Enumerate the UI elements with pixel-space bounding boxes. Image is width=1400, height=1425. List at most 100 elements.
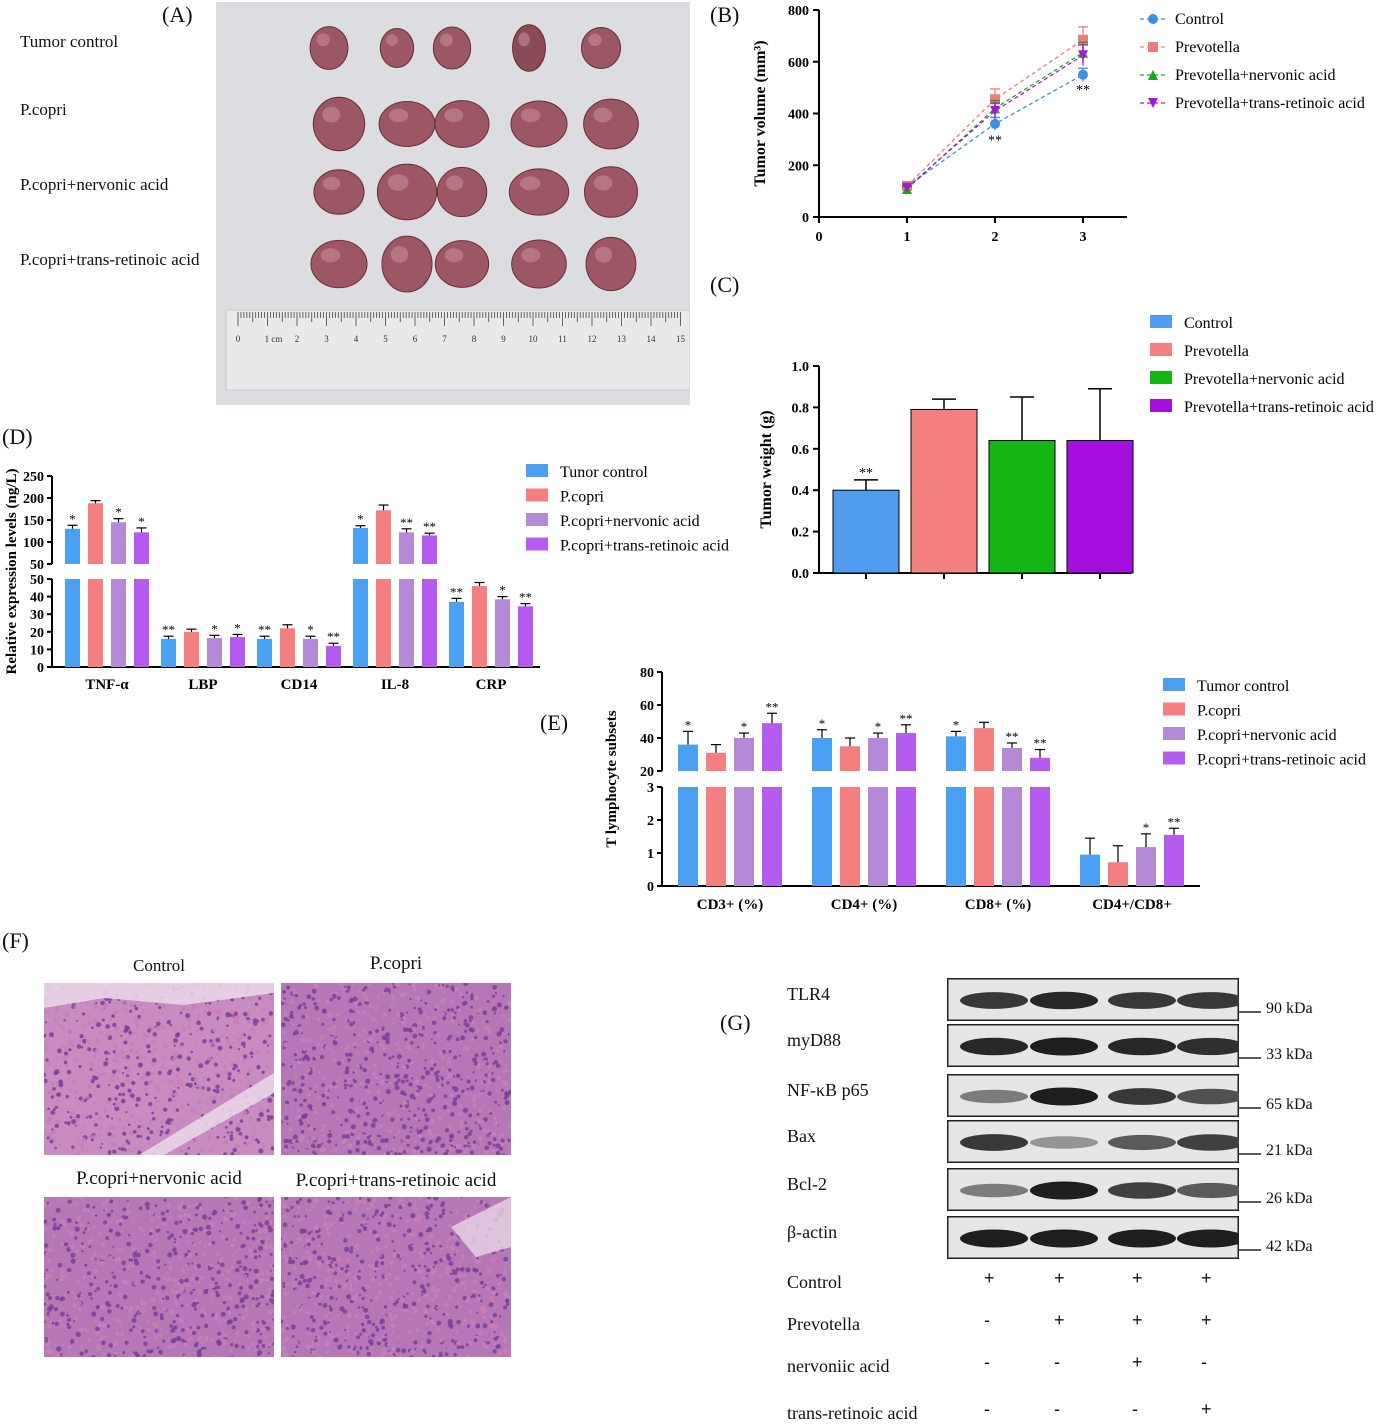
histology-image-pcopri <box>281 983 511 1155</box>
wb-blot-strip <box>947 1168 1239 1211</box>
cell-nucleus <box>240 1244 245 1249</box>
cell-nucleus <box>115 1231 121 1237</box>
tumor-specimen <box>434 240 490 288</box>
cell-nucleus <box>310 1136 315 1141</box>
cell-nucleus <box>360 1322 365 1327</box>
cell-nucleus <box>251 1236 256 1241</box>
cell-nucleus <box>306 994 312 999</box>
cell-nucleus <box>63 1294 67 1297</box>
cell-nucleus <box>303 1085 306 1088</box>
cell-nucleus <box>427 1197 432 1200</box>
cell-nucleus <box>491 1072 494 1075</box>
cell-nucleus <box>293 1350 297 1354</box>
cell-nucleus <box>371 1322 376 1326</box>
cell-nucleus <box>206 1056 212 1062</box>
cell-nucleus <box>93 1090 96 1093</box>
cell-nucleus <box>317 1138 322 1143</box>
cell-nucleus <box>197 1013 202 1019</box>
cell-nucleus <box>408 1110 411 1113</box>
cell-nucleus <box>315 1229 319 1234</box>
cell-nucleus <box>181 1338 185 1343</box>
cell-nucleus <box>430 1285 436 1290</box>
cell-nucleus <box>325 1035 328 1038</box>
cell-nucleus <box>293 1053 297 1057</box>
cell-nucleus <box>230 1242 235 1248</box>
cell-nucleus <box>54 1105 58 1109</box>
cell-nucleus <box>177 1086 180 1089</box>
bar <box>946 736 966 771</box>
cell-nucleus <box>354 1313 360 1319</box>
cell-nucleus <box>476 1311 479 1314</box>
bar-lower-part <box>1030 787 1050 886</box>
cell-nucleus <box>189 1291 193 1295</box>
cell-nucleus <box>105 1057 109 1061</box>
legend-label: P.copri+nervonic acid <box>1197 727 1337 744</box>
cell-nucleus <box>469 1150 474 1155</box>
y-tick-label: 20 <box>30 626 44 641</box>
cell-nucleus <box>195 1341 199 1345</box>
significance-mark: ** <box>1034 736 1047 751</box>
cell-nucleus <box>140 1329 145 1334</box>
wb-size-label: 65 kDa <box>1266 1095 1313 1113</box>
cell-nucleus <box>50 1090 55 1095</box>
significance-mark: ** <box>423 519 436 534</box>
cell-nucleus <box>121 1260 126 1266</box>
x-category-label: TNF-α <box>85 677 129 693</box>
cell-nucleus <box>123 1305 128 1310</box>
data-point <box>990 118 1000 129</box>
cell-nucleus <box>256 1241 259 1244</box>
cell-nucleus <box>489 1073 491 1076</box>
cell-nucleus <box>175 1122 179 1125</box>
cell-nucleus <box>254 1131 256 1134</box>
cell-nucleus <box>484 1203 489 1208</box>
cell-nucleus <box>233 1258 236 1262</box>
cell-nucleus <box>235 1331 239 1335</box>
cell-nucleus <box>268 1011 274 1016</box>
cell-nucleus <box>487 1091 492 1096</box>
cell-nucleus <box>186 1303 189 1307</box>
cell-nucleus <box>385 1351 389 1355</box>
cell-nucleus <box>342 1309 348 1314</box>
cell-nucleus <box>163 1198 167 1202</box>
cell-nucleus <box>477 1062 482 1067</box>
cell-nucleus <box>418 1264 421 1268</box>
cell-nucleus <box>440 1247 444 1251</box>
cell-nucleus <box>184 1004 187 1008</box>
wb-protein-label: Bcl-2 <box>787 1174 827 1194</box>
cell-nucleus <box>161 1328 164 1331</box>
cell-nucleus <box>258 996 262 1000</box>
cell-nucleus <box>98 1072 104 1078</box>
cell-nucleus <box>67 1110 70 1114</box>
cell-nucleus <box>89 1279 92 1282</box>
cell-nucleus <box>348 1221 351 1224</box>
cell-nucleus <box>157 1266 161 1270</box>
cell-nucleus <box>441 1012 446 1016</box>
cell-nucleus <box>195 1205 200 1210</box>
wb-size-label: 21 kDa <box>1266 1141 1313 1159</box>
cell-nucleus <box>449 1324 454 1329</box>
tumor-highlight <box>594 246 613 263</box>
bar <box>840 746 860 771</box>
x-category-label: CD4+/CD8+ <box>1092 897 1172 913</box>
y-tick-label: 80 <box>640 666 654 681</box>
cell-nucleus <box>112 1341 118 1347</box>
cell-nucleus <box>328 1305 332 1309</box>
cell-nucleus <box>96 1344 101 1349</box>
cell-nucleus <box>292 1023 295 1027</box>
cell-nucleus <box>201 1219 205 1224</box>
cell-nucleus <box>370 1081 374 1084</box>
cell-nucleus <box>103 1335 107 1339</box>
cell-nucleus <box>431 1288 436 1293</box>
cell-nucleus <box>218 1289 222 1293</box>
cell-nucleus <box>126 1074 130 1078</box>
cell-nucleus <box>482 1315 487 1320</box>
cell-nucleus <box>87 1047 92 1052</box>
cell-nucleus <box>172 1344 176 1348</box>
cell-nucleus <box>385 1080 388 1084</box>
cell-nucleus <box>357 1052 361 1056</box>
cell-nucleus <box>94 1257 97 1261</box>
protein-band <box>1108 1088 1176 1105</box>
cell-nucleus <box>132 1325 136 1329</box>
tumor-highlight <box>444 248 464 263</box>
cell-nucleus <box>440 1066 445 1071</box>
